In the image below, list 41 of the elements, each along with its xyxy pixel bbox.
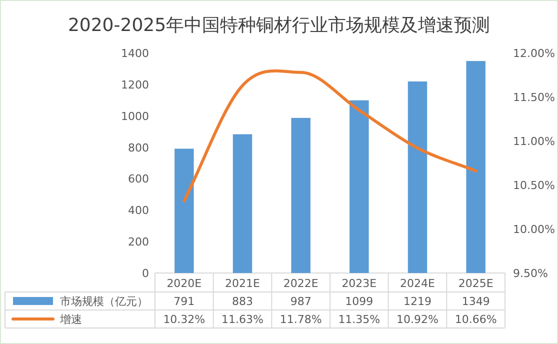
- y-tick-label: 800: [128, 141, 149, 154]
- y2-tick-label: 11.50%: [513, 91, 555, 104]
- bar: [174, 148, 194, 273]
- legend-label: 市场规模（亿元）: [60, 295, 148, 308]
- y-tick-label: 400: [128, 204, 149, 218]
- data-label: 10.92%: [396, 313, 438, 326]
- data-label: 10.66%: [454, 313, 497, 326]
- y2-tick-label: 11.00%: [513, 135, 555, 148]
- data-label: 11.78%: [280, 313, 322, 326]
- data-label: 11.35%: [338, 313, 380, 326]
- data-label: 1099: [345, 295, 374, 308]
- y-tick-label: 1000: [121, 110, 149, 123]
- data-label: 1219: [404, 295, 432, 308]
- y-tick-label: 600: [128, 172, 149, 186]
- data-label: 10.32%: [163, 313, 206, 326]
- y2-tick-label: 12.00%: [513, 47, 555, 60]
- data-label: 883: [232, 295, 253, 308]
- x-tick-label: 2024E: [400, 277, 436, 290]
- y2-tick-label: 9.50%: [513, 267, 548, 280]
- bar: [232, 134, 252, 273]
- x-tick-label: 2021E: [225, 277, 260, 290]
- y-tick-label: 0: [142, 267, 149, 280]
- data-label: 791: [174, 295, 195, 308]
- y-tick-label: 1200: [121, 78, 149, 92]
- y-tick-label: 1400: [121, 47, 149, 60]
- y2-tick-label: 10.50%: [513, 179, 555, 192]
- data-label: 1349: [462, 295, 490, 308]
- x-tick-label: 2022E: [283, 277, 318, 290]
- bar: [408, 81, 428, 273]
- chart-title: 2020-2025年中国特种铜材行业市场规模及增速预测: [68, 15, 490, 36]
- legend-label: 增速: [59, 313, 82, 326]
- x-tick-label: 2025E: [458, 277, 494, 290]
- bar: [291, 118, 310, 273]
- data-label: 11.63%: [222, 313, 264, 326]
- x-tick-label: 2023E: [342, 277, 377, 290]
- y2-tick-label: 10.00%: [513, 223, 555, 236]
- y-tick-label: 200: [128, 236, 149, 249]
- bar: [350, 100, 369, 273]
- x-tick-label: 2020E: [166, 277, 202, 290]
- data-label: 987: [290, 295, 312, 308]
- bar: [466, 61, 486, 273]
